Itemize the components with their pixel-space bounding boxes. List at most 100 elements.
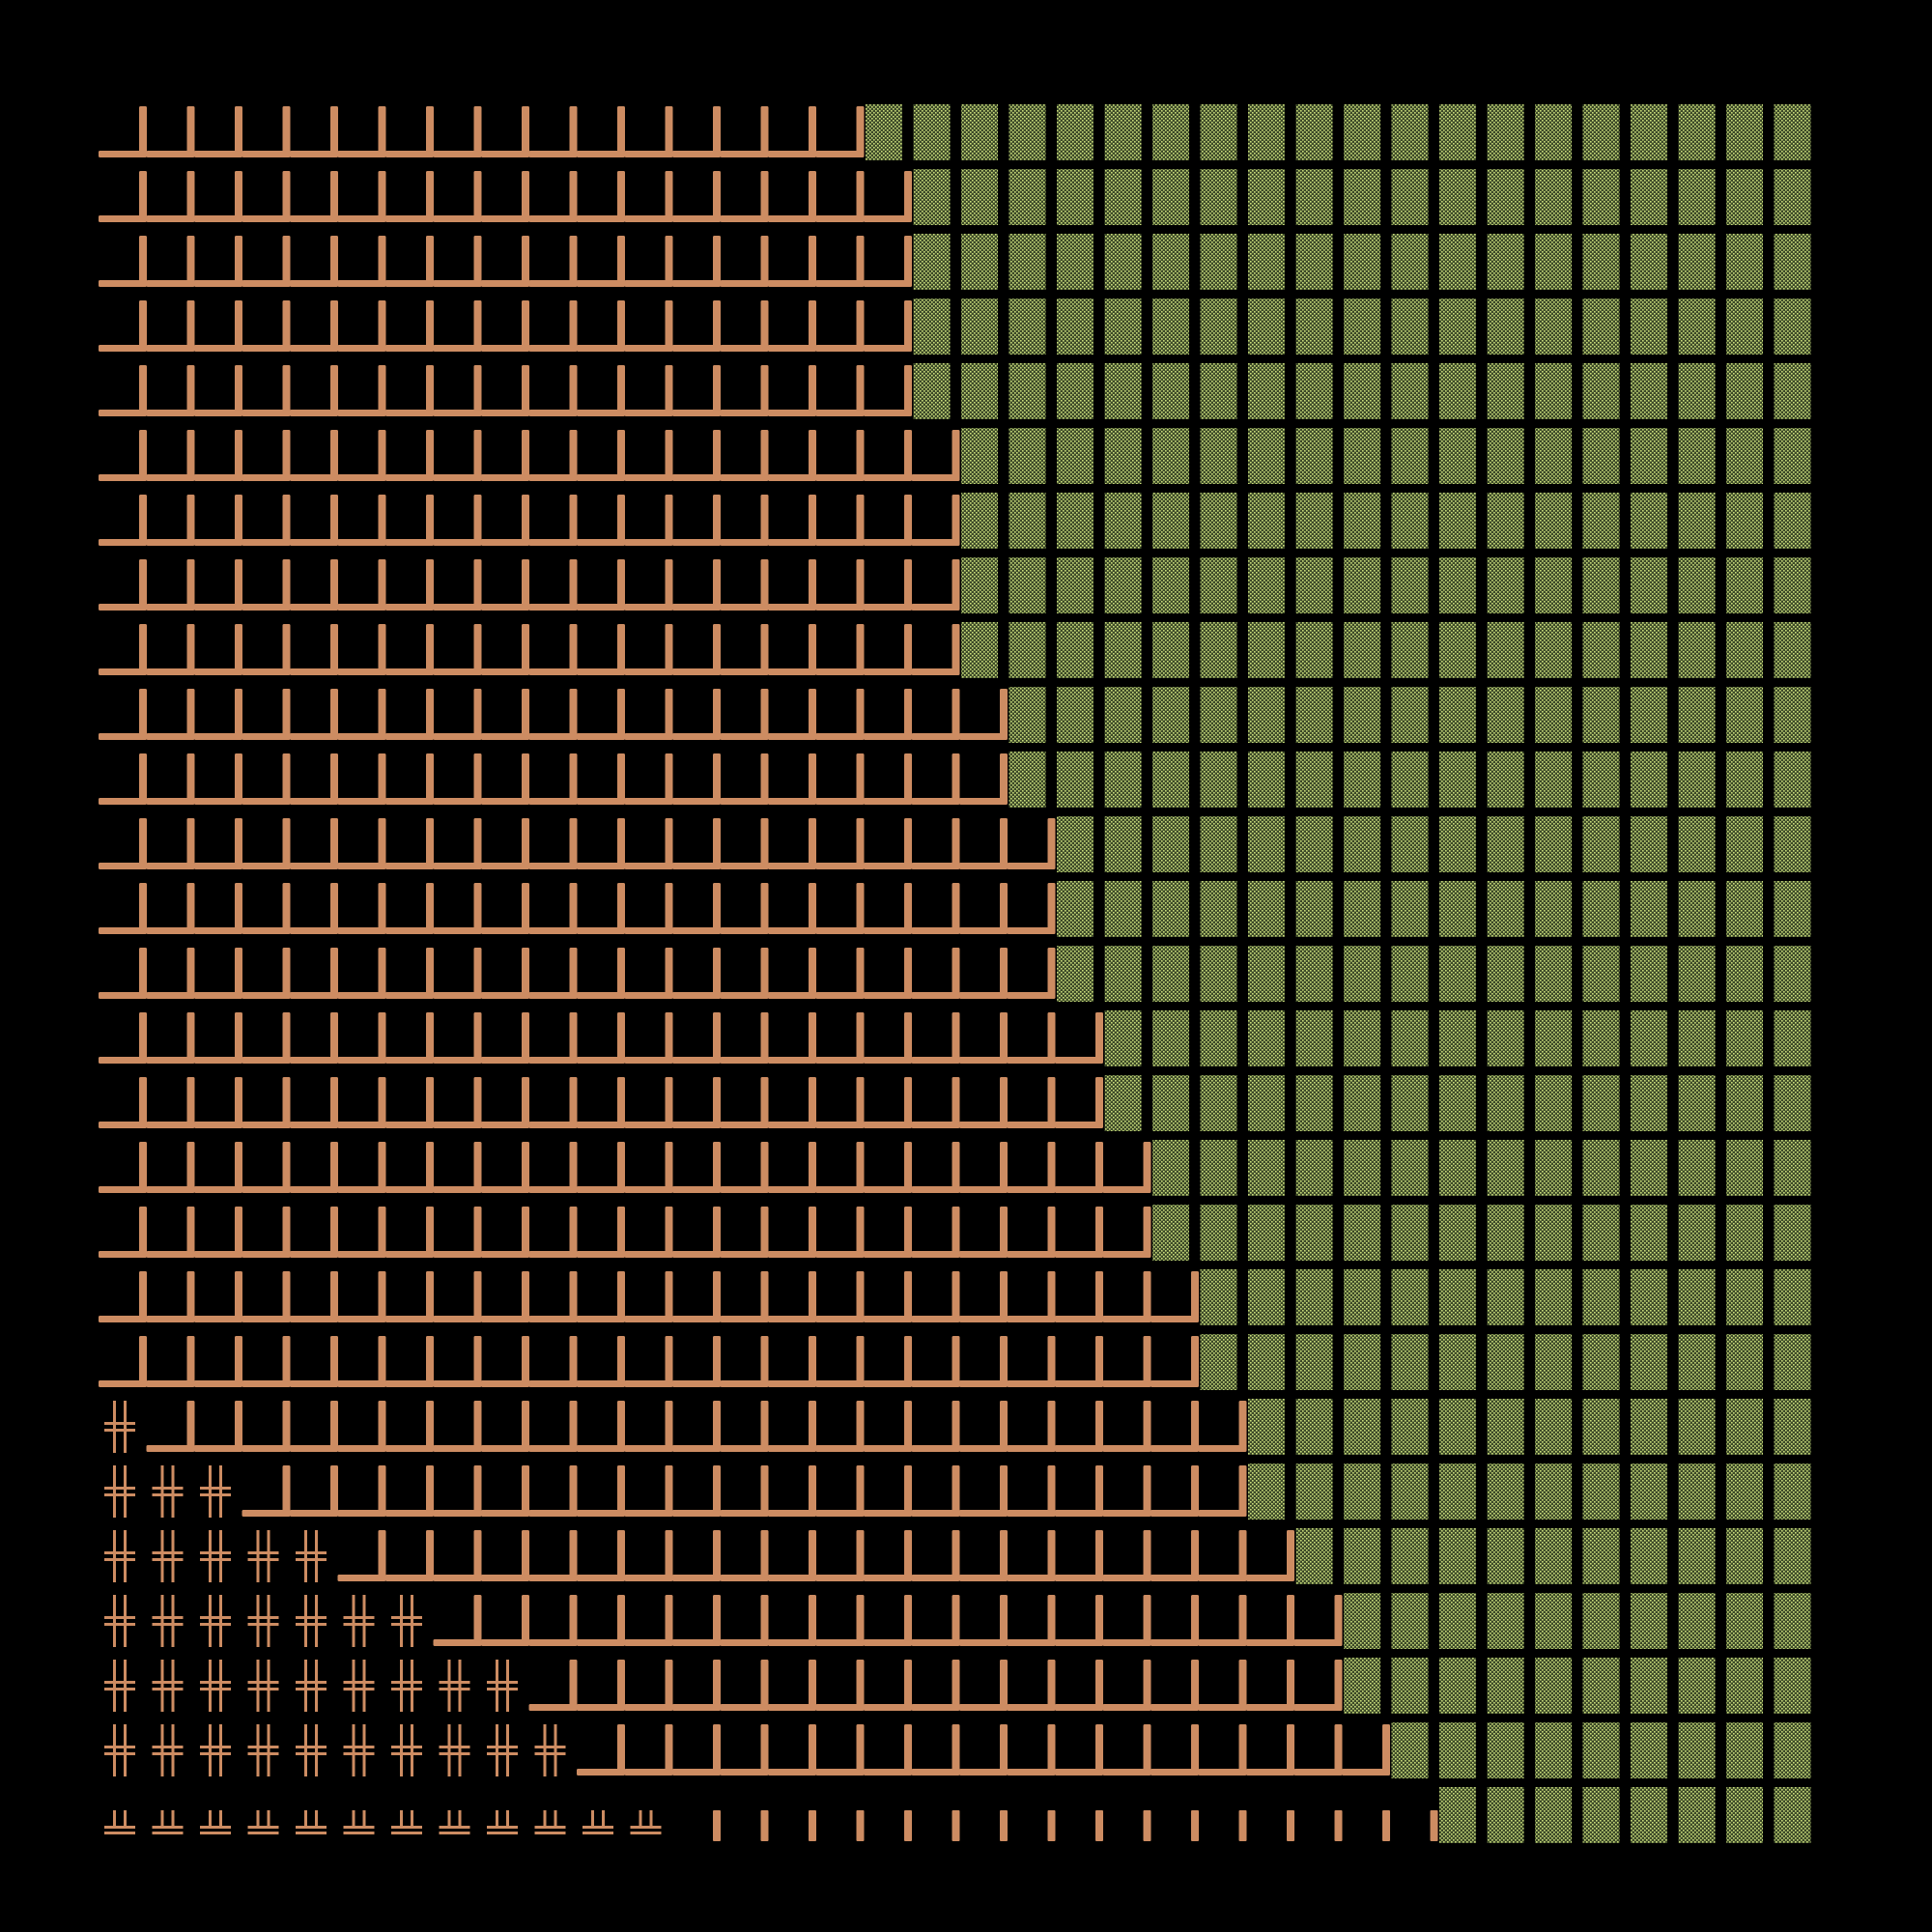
copper-chair-glyph [815, 1595, 865, 1646]
double-base-glyph [487, 1810, 518, 1834]
double-cross-glyph [200, 1724, 231, 1776]
copper-chair-glyph [864, 1077, 912, 1128]
copper-chair-glyph [146, 1271, 195, 1322]
copper-chair-glyph [577, 1530, 625, 1581]
copper-chair-glyph [815, 948, 865, 999]
copper-chair-glyph [481, 365, 529, 416]
dotted-shade-block [913, 298, 951, 355]
copper-chair-glyph [290, 689, 338, 740]
dotted-shade-block [1104, 557, 1142, 613]
dotted-shade-block [1200, 298, 1237, 355]
dotted-shade-block [1344, 298, 1380, 355]
copper-chair-glyph [624, 430, 673, 481]
copper-chair-glyph [624, 300, 673, 352]
copper-chair-glyph [481, 171, 529, 222]
dotted-shade-block [1009, 104, 1046, 160]
dotted-shade-block [1726, 169, 1763, 225]
copper-chair-glyph [1007, 1207, 1056, 1258]
copper-chair-glyph [1055, 1660, 1103, 1711]
dotted-shade-block [1535, 363, 1572, 419]
copper-chair-glyph [768, 1660, 816, 1711]
copper-chair-glyph [577, 300, 625, 352]
copper-chair-glyph [242, 624, 291, 675]
dotted-shade-block [1535, 234, 1572, 290]
dotted-shade-block [1631, 622, 1667, 678]
copper-chair-glyph [146, 818, 195, 869]
double-cross-glyph [152, 1724, 184, 1776]
copper-chair-glyph [146, 1012, 195, 1064]
copper-chair-glyph [385, 1077, 434, 1128]
copper-chair-glyph [577, 1465, 625, 1517]
dotted-shade-block [1248, 104, 1285, 160]
dotted-shade-block [1535, 557, 1572, 613]
copper-chair-glyph [481, 624, 529, 675]
copper-chair-glyph [337, 365, 386, 416]
copper-chair-glyph [1102, 1465, 1151, 1517]
dotted-shade-block [1248, 1075, 1285, 1131]
glyph-row [104, 1593, 1811, 1649]
dotted-shade-block [1344, 622, 1380, 678]
dotted-shade-block [1726, 428, 1763, 484]
glyph-row [99, 946, 1811, 1002]
copper-chair-glyph [99, 624, 147, 675]
dotted-shade-block [1104, 881, 1142, 937]
copper-chair-glyph [528, 430, 578, 481]
dotted-shade-block [1631, 752, 1667, 808]
double-base-glyph [296, 1810, 327, 1834]
glyph-row [104, 1463, 1811, 1520]
copper-chair-glyph [433, 1530, 482, 1581]
dotted-shade-block [1391, 363, 1429, 419]
dotted-shade-block [1535, 1463, 1572, 1520]
copper-chair-glyph [864, 171, 912, 222]
dotted-shade-block [1344, 881, 1380, 937]
double-cross-glyph [200, 1530, 231, 1582]
copper-chair-glyph [433, 1142, 482, 1193]
copper-chair-glyph [720, 1077, 769, 1128]
copper-chair-glyph [768, 1077, 816, 1128]
copper-chair-glyph [337, 1465, 386, 1517]
copper-chair-glyph [385, 624, 434, 675]
copper-chair-glyph [1007, 818, 1056, 869]
dotted-shade-block [1678, 752, 1716, 808]
copper-chair-glyph [290, 1142, 338, 1193]
copper-chair-glyph [864, 300, 912, 352]
dotted-shade-block [1678, 1399, 1716, 1455]
copper-chair-glyph [528, 948, 578, 999]
copper-chair-glyph [433, 559, 482, 611]
dotted-shade-block [1726, 234, 1763, 290]
dotted-shade-block [1678, 493, 1716, 549]
copper-chair-glyph [720, 818, 769, 869]
copper-chair-glyph [481, 236, 529, 287]
glyph-row [104, 1528, 1811, 1584]
double-cross-glyph [104, 1465, 135, 1518]
dotted-shade-block [1295, 946, 1333, 1002]
dotted-shade-block [1631, 557, 1667, 613]
dotted-shade-block [1295, 1334, 1333, 1390]
copper-chair-glyph [1102, 1142, 1151, 1193]
dotted-shade-block [1774, 1075, 1811, 1131]
dotted-shade-block [1439, 298, 1476, 355]
copper-chair-glyph [433, 495, 482, 546]
dotted-shade-block [1631, 1075, 1667, 1131]
copper-chair-glyph [146, 948, 195, 999]
copper-chair-glyph [577, 624, 625, 675]
copper-chair-glyph [242, 365, 291, 416]
dotted-shade-block [1774, 298, 1811, 355]
copper-chair-glyph [242, 171, 291, 222]
copper-chair-glyph [720, 236, 769, 287]
copper-chair-glyph [146, 171, 195, 222]
copper-chair-glyph [194, 1401, 242, 1452]
copper-chair-glyph [99, 883, 147, 934]
dotted-shade-block [1535, 428, 1572, 484]
dotted-shade-block [1248, 493, 1285, 549]
copper-chair-glyph [146, 300, 195, 352]
copper-chair-glyph [385, 171, 434, 222]
copper-chair-glyph [528, 689, 578, 740]
copper-chair-glyph [720, 948, 769, 999]
copper-chair-glyph [290, 1012, 338, 1064]
dotted-shade-block [1582, 752, 1620, 808]
copper-chair-glyph [577, 365, 625, 416]
double-cross-glyph [296, 1660, 327, 1712]
dotted-shade-block [1391, 1399, 1429, 1455]
copper-chair-glyph [911, 689, 960, 740]
